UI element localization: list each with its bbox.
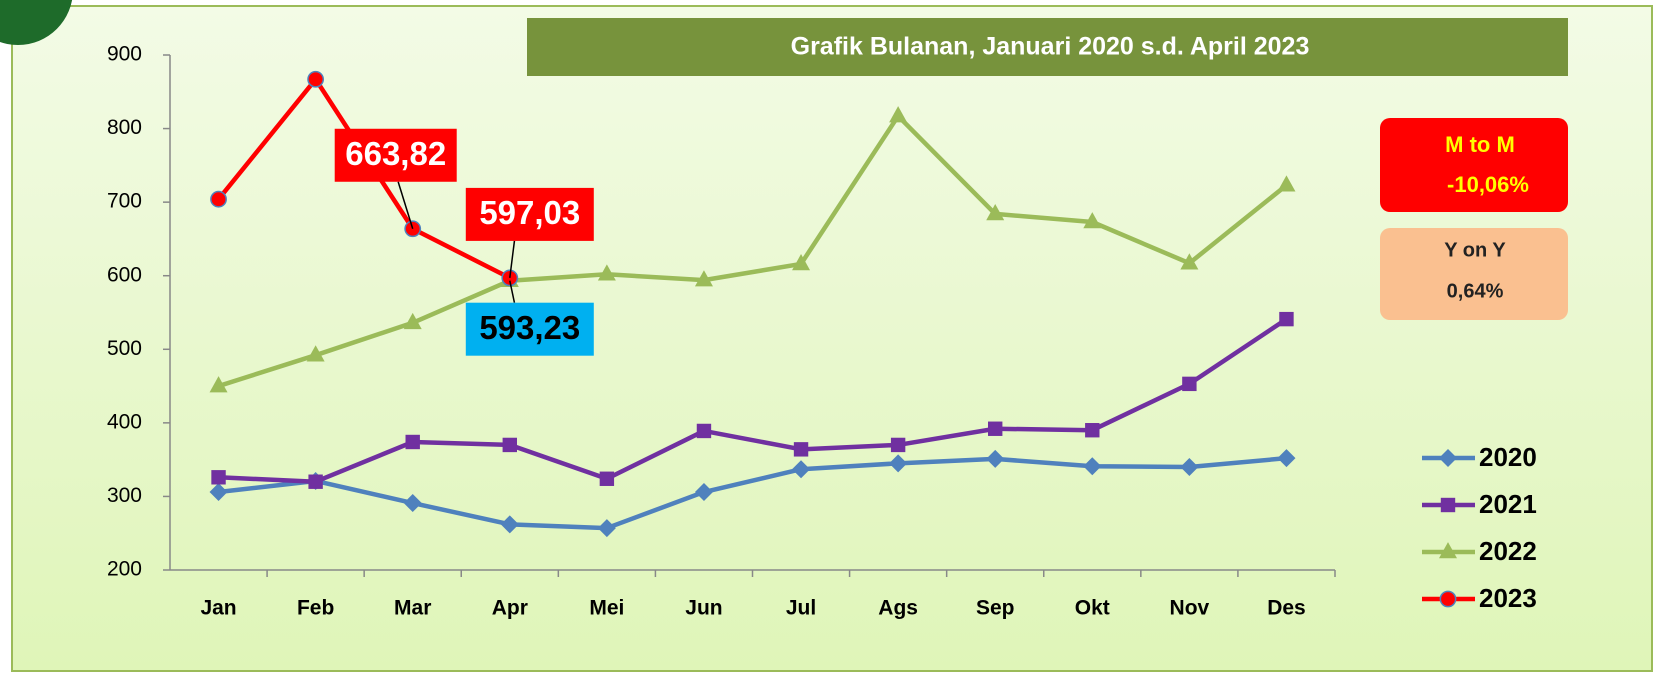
marker xyxy=(792,254,811,271)
marker xyxy=(890,437,906,453)
marker xyxy=(599,471,615,486)
series-line xyxy=(218,455,1287,531)
marker xyxy=(597,519,616,538)
marker xyxy=(403,494,422,513)
data-label: 597,03 xyxy=(479,194,580,231)
mtm-box xyxy=(1380,118,1568,212)
x-tick-label: Sep xyxy=(976,597,1015,620)
marker xyxy=(793,442,809,457)
marker xyxy=(1085,423,1100,438)
y-tick-label: 600 xyxy=(107,263,142,286)
callout-box xyxy=(465,187,594,241)
marker xyxy=(502,437,517,453)
marker xyxy=(403,312,422,330)
marker xyxy=(694,270,713,287)
marker xyxy=(986,204,1005,221)
marker xyxy=(1083,457,1102,476)
marker xyxy=(209,483,228,502)
x-tick-label: Mar xyxy=(394,597,431,620)
yoy-label: Y on Y xyxy=(1444,239,1506,261)
x-tick-label: Nov xyxy=(1170,597,1210,620)
legend-label: 2022 xyxy=(1479,536,1537,566)
yoy-value: 0,64% xyxy=(1447,280,1504,302)
leader-line xyxy=(509,280,516,303)
marker xyxy=(1439,590,1457,608)
marker xyxy=(696,423,712,439)
x-tick-label: Okt xyxy=(1075,597,1110,620)
corner-badge xyxy=(0,0,73,45)
x-tick-label: Mei xyxy=(589,597,624,620)
marker xyxy=(986,449,1005,468)
y-tick-label: 200 xyxy=(107,558,142,581)
marker xyxy=(1180,253,1199,270)
y-tick-label: 700 xyxy=(107,190,142,213)
marker xyxy=(1439,542,1457,559)
marker xyxy=(889,106,908,123)
series-line xyxy=(217,113,1288,389)
marker xyxy=(1439,449,1457,467)
chart-bg xyxy=(11,5,1653,672)
marker xyxy=(889,454,908,473)
x-tick-label: Jun xyxy=(685,597,722,620)
marker xyxy=(308,474,323,489)
series-line xyxy=(218,317,1288,484)
y-tick-label: 900 xyxy=(107,43,142,66)
marker xyxy=(1279,311,1294,327)
marker xyxy=(1277,449,1296,468)
callout-box xyxy=(465,302,594,356)
marker xyxy=(1277,175,1296,192)
y-tick-label: 500 xyxy=(107,337,142,360)
marker xyxy=(988,421,1003,436)
y-tick-label: 300 xyxy=(107,484,142,507)
mtm-value: -10,06% xyxy=(1447,172,1529,197)
marker xyxy=(209,376,228,393)
y-tick-label: 400 xyxy=(107,410,142,433)
x-tick-label: Jul xyxy=(786,597,816,620)
callout-box xyxy=(334,128,457,182)
marker xyxy=(1180,458,1199,476)
x-tick-label: Feb xyxy=(297,597,334,620)
leader-line xyxy=(509,240,516,278)
marker xyxy=(1083,212,1102,229)
marker xyxy=(211,470,226,485)
marker xyxy=(210,190,227,208)
marker xyxy=(792,460,811,479)
marker xyxy=(1182,376,1197,392)
marker xyxy=(307,70,325,88)
marker xyxy=(306,345,325,362)
marker xyxy=(404,220,422,238)
leader-line xyxy=(397,181,414,229)
mtm-label: M to M xyxy=(1445,132,1515,157)
x-tick-label: Des xyxy=(1267,597,1306,620)
x-tick-label: Apr xyxy=(492,597,528,620)
marker xyxy=(1440,497,1456,513)
legend-label: 2023 xyxy=(1479,583,1537,613)
marker xyxy=(694,483,713,502)
y-tick-label: 800 xyxy=(107,116,142,139)
yoy-box xyxy=(1380,228,1568,320)
marker xyxy=(597,264,616,281)
title-box xyxy=(527,18,1568,76)
legend-label: 2021 xyxy=(1479,489,1537,519)
chart-title: Grafik Bulanan, Januari 2020 s.d. April … xyxy=(791,33,1310,61)
marker xyxy=(405,434,420,450)
x-tick-label: Ags xyxy=(878,597,918,620)
legend-label: 2020 xyxy=(1479,442,1537,472)
data-label: 593,23 xyxy=(479,309,580,346)
marker xyxy=(500,515,519,534)
data-label: 663,82 xyxy=(345,135,446,172)
x-tick-label: Jan xyxy=(200,597,236,620)
